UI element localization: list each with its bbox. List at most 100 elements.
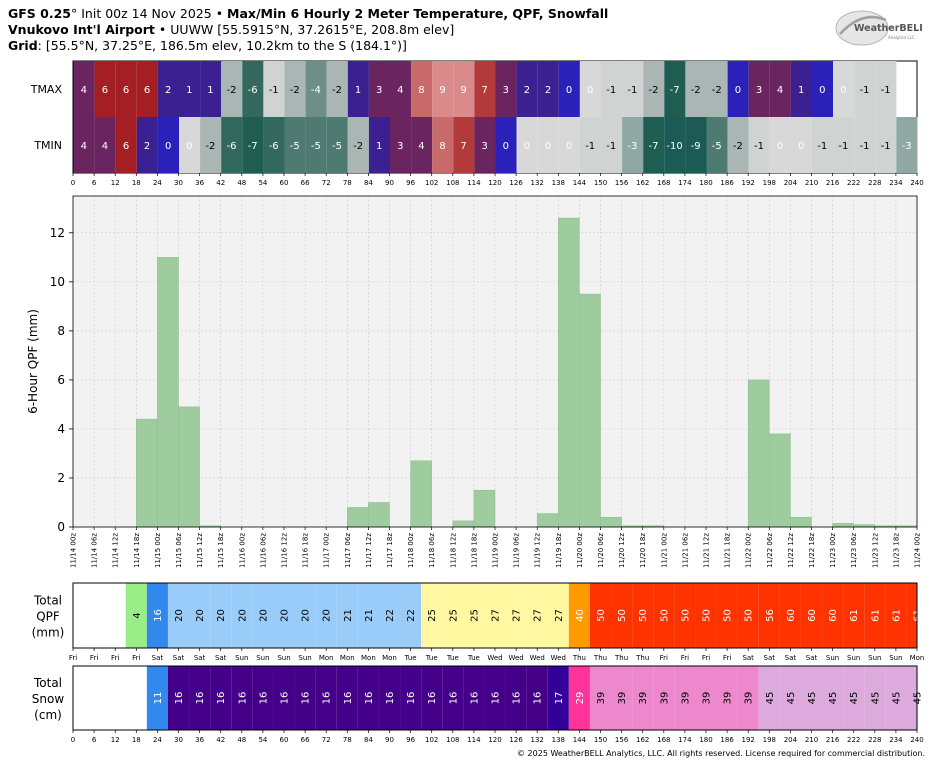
table-cell xyxy=(758,666,780,730)
hour-tick-label: 78 xyxy=(343,736,352,744)
model-name: GFS 0.25 xyxy=(8,6,71,21)
heat-cell-label: 4 xyxy=(81,85,87,96)
heat-cell xyxy=(854,117,876,173)
hour-tick-label: 42 xyxy=(216,736,225,744)
table-cell-value: 50 xyxy=(702,609,713,622)
hour-tick-label: 66 xyxy=(301,736,310,744)
heat-cell-label: 1 xyxy=(798,85,804,96)
table-cell xyxy=(210,666,232,730)
table-cell-value: 21 xyxy=(343,609,354,622)
day-tick-label: Sun xyxy=(847,654,860,662)
table-cell-value: 45 xyxy=(786,692,797,705)
heat-x-tick-label: 168 xyxy=(657,179,670,187)
heat-x-tick-label: 42 xyxy=(216,179,225,187)
total-qpf-table: 4 16 20 20 20 20 20 20 20 20 21 21 22 22 25 25 25 27 27 27 2… xyxy=(32,582,924,662)
hour-tick-label: 222 xyxy=(847,736,860,744)
day-tick-label: Sat xyxy=(194,654,206,662)
station-bullet: • xyxy=(158,22,167,37)
day-tick-label: Tue xyxy=(446,654,459,662)
hour-tick-label: 72 xyxy=(322,736,331,744)
heat-x-tick-label: 66 xyxy=(301,179,310,187)
heat-cell-label: -2 xyxy=(649,85,659,96)
day-tick-label: Sat xyxy=(806,654,818,662)
day-tick-label: Mon xyxy=(382,654,397,662)
table-cell-value: 21 xyxy=(364,609,375,622)
hour-tick-label: 54 xyxy=(258,736,267,744)
y-tick-label: 0 xyxy=(57,520,65,534)
hour-tick-label: 0 xyxy=(71,736,75,744)
heat-cell-label: 4 xyxy=(397,85,403,96)
hour-tick-label: 198 xyxy=(763,736,776,744)
table-cell xyxy=(737,583,759,648)
x-tick-label: 11/15 18z xyxy=(217,533,225,568)
heat-cell-label: -5 xyxy=(290,141,300,152)
logo-swirl-icon xyxy=(835,10,889,46)
day-tick-label: Sat xyxy=(215,654,227,662)
day-tick-label: Fri xyxy=(702,654,710,662)
day-tick-label: Fri xyxy=(132,654,140,662)
table-cell-value: 45 xyxy=(828,692,839,705)
x-tick-label: 11/22 00z xyxy=(745,533,753,568)
table-cell xyxy=(674,666,696,730)
table-cell xyxy=(737,666,759,730)
table-cell xyxy=(421,666,443,730)
table-cell-value: 50 xyxy=(638,609,649,622)
x-tick-label: 11/14 06z xyxy=(91,533,99,568)
heat-cell-label: 9 xyxy=(460,85,466,96)
table-cell xyxy=(547,583,569,648)
table-cell xyxy=(800,666,823,730)
x-tick-label: 11/20 06z xyxy=(597,533,605,568)
table-cell-value: 16 xyxy=(448,692,459,705)
table-cell-value: 56 xyxy=(765,609,776,622)
table-cell xyxy=(400,583,422,648)
x-tick-label: 11/23 06z xyxy=(850,533,858,568)
day-tick-label: Fri xyxy=(660,654,668,662)
heat-x-tick-label: 216 xyxy=(826,179,840,187)
table-cell-value: 50 xyxy=(617,609,628,622)
heat-cell-label: 8 xyxy=(418,85,424,96)
table-cell xyxy=(125,666,147,730)
day-tick-label: Mon xyxy=(319,654,334,662)
qpf-bar xyxy=(790,516,812,528)
qpf-bar xyxy=(452,520,475,528)
heat-cell-label: 1 xyxy=(207,85,213,96)
hour-tick-label: 96 xyxy=(406,736,415,744)
heat-cell xyxy=(157,117,179,173)
table-cell-value: 16 xyxy=(216,692,227,705)
qpf-bar xyxy=(558,217,580,528)
heat-cell xyxy=(516,117,538,173)
table-cell xyxy=(505,666,527,730)
table-cell xyxy=(83,666,105,730)
table-cell xyxy=(547,666,569,730)
table-cell xyxy=(589,583,612,648)
heat-cell xyxy=(432,117,454,173)
heat-x-tick-label: 240 xyxy=(910,179,923,187)
table-cell xyxy=(167,666,190,730)
temperature-heatmap: 4 6 6 6 2 1 1 -2 -6 -1 -2 -4 -2 1 3 4 8 9 9 7 3 2 2 0 0 -1 -1 -2 -7-… xyxy=(30,60,924,187)
heat-cell xyxy=(706,117,728,173)
x-tick-label: 11/18 06z xyxy=(428,533,436,568)
heat-cell-label: -3 xyxy=(902,141,912,152)
heat-cell xyxy=(601,61,623,117)
heat-x-tick-label: 192 xyxy=(742,179,755,187)
table-cell xyxy=(73,583,84,648)
heat-cell xyxy=(664,117,686,173)
table-cell xyxy=(442,583,464,648)
table-cell xyxy=(315,666,337,730)
heat-cell xyxy=(368,61,390,117)
table-cell-value: 16 xyxy=(237,692,248,705)
heat-cell-label: 7 xyxy=(482,85,488,96)
hour-tick-label: 90 xyxy=(385,736,394,744)
table-cell-value: 20 xyxy=(322,609,333,622)
heat-cell-label: -1 xyxy=(881,141,891,152)
y-axis-label: 6-Hour QPF (mm) xyxy=(26,309,40,414)
qpf-bar xyxy=(769,433,791,528)
heat-cell-label: -1 xyxy=(860,141,870,152)
table-cell xyxy=(252,666,274,730)
table-cell xyxy=(146,583,168,648)
heat-cell-label: 0 xyxy=(777,141,783,152)
heat-cell xyxy=(769,117,791,173)
heat-x-tick-label: 12 xyxy=(111,179,120,187)
table-cell-value: 25 xyxy=(469,609,480,622)
heat-cell xyxy=(136,61,158,117)
